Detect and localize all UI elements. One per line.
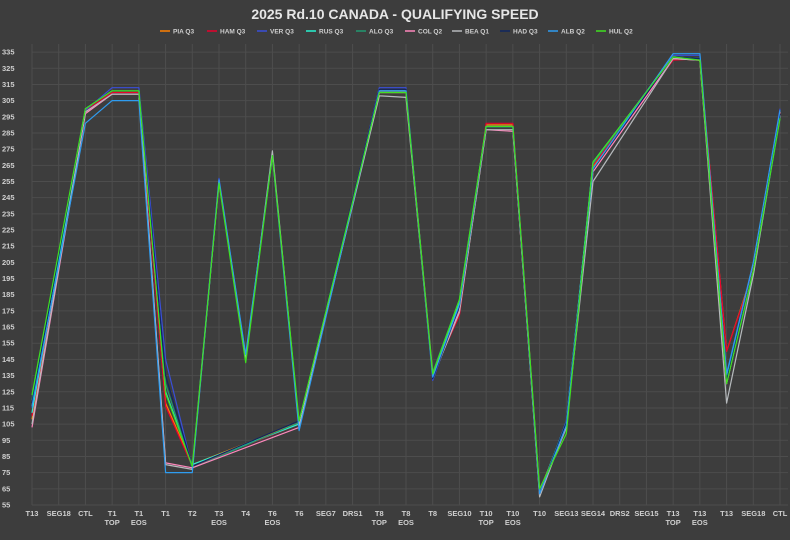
y-tick-label: 175 bbox=[2, 306, 15, 315]
y-tick-label: 335 bbox=[2, 48, 15, 57]
x-tick-label: T10 bbox=[506, 509, 519, 518]
x-tick-label: T8 bbox=[428, 509, 437, 518]
x-tick-label: EOS bbox=[692, 518, 708, 527]
x-tick-label: T13 bbox=[693, 509, 706, 518]
x-tick-label: T10 bbox=[480, 509, 493, 518]
legend-label: COL Q2 bbox=[418, 29, 442, 36]
x-tick-label: T1 bbox=[108, 509, 117, 518]
x-tick-label: SEG18 bbox=[47, 509, 71, 518]
chart-title: 2025 Rd.10 CANADA - QUALIFYING SPEED bbox=[251, 6, 538, 22]
x-tick-label: TOP bbox=[372, 518, 387, 527]
x-tick-label: SEG15 bbox=[634, 509, 658, 518]
legend: PIA Q3 HAM Q3 VER Q3 RUS Q3 ALO Q3 COL Q2 BEA … bbox=[160, 29, 633, 36]
y-tick-label: 255 bbox=[2, 177, 15, 186]
y-tick-label: 275 bbox=[2, 145, 15, 154]
x-tick-label: SEG7 bbox=[316, 509, 336, 518]
x-tick-label: EOS bbox=[131, 518, 147, 527]
x-tick-label: EOS bbox=[505, 518, 521, 527]
x-tick-label: TOP bbox=[665, 518, 680, 527]
x-tick-label: T13 bbox=[667, 509, 680, 518]
legend-label: RUS Q3 bbox=[319, 29, 344, 36]
y-tick-label: 165 bbox=[2, 323, 15, 332]
y-tick-label: 125 bbox=[2, 387, 15, 396]
legend-label: ALB Q2 bbox=[561, 29, 585, 36]
x-tick-label: T2 bbox=[188, 509, 197, 518]
y-tick-label: 245 bbox=[2, 193, 15, 202]
x-tick-label: T10 bbox=[533, 509, 546, 518]
x-tick-label: T13 bbox=[26, 509, 39, 518]
y-tick-label: 315 bbox=[2, 80, 15, 89]
y-tick-label: 205 bbox=[2, 258, 15, 267]
x-tick-label: T3 bbox=[215, 509, 224, 518]
x-tick-label: T4 bbox=[241, 509, 251, 518]
y-tick-label: 95 bbox=[2, 436, 10, 445]
y-tick-label: 265 bbox=[2, 161, 15, 170]
x-tick-label: CTL bbox=[78, 509, 93, 518]
x-tick-label: EOS bbox=[398, 518, 414, 527]
series-lines bbox=[31, 53, 781, 498]
y-tick-label: 155 bbox=[2, 339, 15, 348]
y-tick-label: 115 bbox=[2, 403, 14, 412]
y-tick-label: 225 bbox=[2, 226, 15, 235]
x-tick-label: T13 bbox=[720, 509, 733, 518]
x-tick-label: T6 bbox=[268, 509, 277, 518]
x-tick-label: T6 bbox=[295, 509, 304, 518]
x-tick-label: T8 bbox=[375, 509, 384, 518]
x-tick-label: TOP bbox=[104, 518, 119, 527]
legend-label: HAM Q3 bbox=[220, 29, 246, 36]
x-tick-label: T1 bbox=[134, 509, 143, 518]
x-tick-label: SEG14 bbox=[581, 509, 606, 518]
x-tick-label: DRS2 bbox=[610, 509, 630, 518]
y-axis: 55 65 75 85 95 105 115 125 135 145 155 165 175 185 195… bbox=[2, 48, 15, 510]
y-tick-label: 305 bbox=[2, 96, 15, 105]
legend-label: PIA Q3 bbox=[173, 29, 194, 36]
y-tick-label: 85 bbox=[2, 452, 10, 461]
y-tick-label: 215 bbox=[2, 242, 15, 251]
y-tick-label: 145 bbox=[2, 355, 15, 364]
x-tick-label: EOS bbox=[211, 518, 227, 527]
x-tick-label: SEG13 bbox=[554, 509, 578, 518]
x-tick-label: CTL bbox=[773, 509, 788, 518]
legend-label: HAD Q3 bbox=[513, 29, 538, 36]
gridlines bbox=[31, 44, 788, 506]
y-tick-label: 235 bbox=[2, 209, 15, 218]
y-tick-label: 185 bbox=[2, 290, 15, 299]
x-tick-label: EOS bbox=[265, 518, 281, 527]
x-tick-label: T8 bbox=[402, 509, 411, 518]
y-tick-label: 55 bbox=[2, 501, 10, 510]
legend-label: ALO Q3 bbox=[369, 29, 394, 36]
y-tick-label: 135 bbox=[2, 371, 15, 380]
y-tick-label: 195 bbox=[2, 274, 15, 283]
x-tick-label: SEG18 bbox=[741, 509, 765, 518]
series-line bbox=[31, 56, 781, 490]
legend-label: BEA Q1 bbox=[465, 29, 489, 36]
y-tick-label: 75 bbox=[2, 468, 10, 477]
x-tick-label: DRS1 bbox=[343, 509, 363, 518]
x-tick-label: TOP bbox=[478, 518, 493, 527]
x-tick-label: SEG10 bbox=[447, 509, 471, 518]
y-tick-label: 295 bbox=[2, 112, 15, 121]
y-tick-label: 325 bbox=[2, 64, 15, 73]
y-tick-label: 285 bbox=[2, 128, 15, 137]
x-tick-label: T1 bbox=[161, 509, 170, 518]
legend-label: VER Q3 bbox=[270, 29, 294, 36]
y-tick-label: 105 bbox=[2, 420, 15, 429]
y-tick-label: 65 bbox=[2, 484, 10, 493]
legend-label: HUL Q2 bbox=[609, 29, 633, 36]
